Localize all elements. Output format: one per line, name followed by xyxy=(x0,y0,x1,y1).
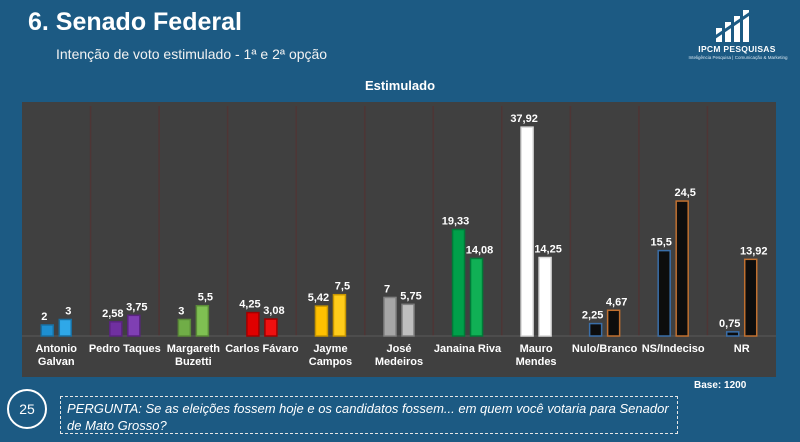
category-label: Janaina Riva xyxy=(434,343,502,355)
data-label: 3 xyxy=(178,305,184,317)
bar xyxy=(264,318,278,337)
bar xyxy=(332,293,347,337)
bar xyxy=(383,296,397,337)
page-title: 6. Senado Federal xyxy=(28,8,242,36)
category-label: Jayme xyxy=(313,343,347,355)
category-label: Buzetti xyxy=(175,356,212,368)
bar xyxy=(606,309,621,337)
data-label: 14,25 xyxy=(534,244,562,256)
data-label: 13,92 xyxy=(740,245,768,257)
data-label: 7,5 xyxy=(335,281,350,293)
bar xyxy=(177,318,192,337)
chart-title: Estimulado xyxy=(364,78,436,93)
data-label: 37,92 xyxy=(510,113,538,125)
data-label: 5,42 xyxy=(308,292,329,304)
data-label: 2,58 xyxy=(102,308,123,320)
data-label: 5,75 xyxy=(400,290,421,302)
sample-base: Base: 1200 xyxy=(694,380,747,391)
bar xyxy=(109,321,123,337)
data-label: 3,08 xyxy=(263,305,284,317)
data-label: 19,33 xyxy=(442,216,470,228)
data-label: 2,25 xyxy=(582,310,603,322)
bar xyxy=(743,258,758,337)
question-box: PERGUNTA: Se as eleições fossem hoje e o… xyxy=(60,396,678,434)
bar xyxy=(725,331,740,337)
data-label: 3 xyxy=(65,305,71,317)
data-label: 4,67 xyxy=(606,296,627,308)
category-label: Medeiros xyxy=(375,356,423,368)
data-label: 7 xyxy=(384,283,390,295)
data-label: 15,5 xyxy=(650,237,671,249)
category-label: Antonio xyxy=(35,343,77,355)
bar xyxy=(314,305,329,337)
bar xyxy=(675,200,689,337)
page-subtitle: Intenção de voto estimulado - 1ª e 2ª op… xyxy=(56,46,328,62)
bar xyxy=(401,303,415,337)
category-label: NS/Indeciso xyxy=(642,343,705,355)
category-label: Margareth xyxy=(167,343,220,355)
bar xyxy=(40,324,55,337)
category-label: Campos xyxy=(309,356,352,368)
data-label: 2 xyxy=(41,311,47,323)
category-label: Galvan xyxy=(38,356,75,368)
category-label: Mauro xyxy=(520,343,553,355)
data-label: 14,08 xyxy=(466,244,494,256)
category-label: Pedro Taques xyxy=(89,343,161,355)
category-label: Carlos Fávaro xyxy=(225,343,299,355)
data-label: 24,5 xyxy=(674,187,695,199)
bar xyxy=(538,256,552,337)
data-label: 5,5 xyxy=(198,292,213,304)
category-label: NR xyxy=(734,343,750,355)
ipcm-logo-icon xyxy=(707,6,759,44)
bar xyxy=(469,257,484,337)
bar xyxy=(58,318,73,337)
data-label: 4,25 xyxy=(239,299,260,311)
page-number: 25 xyxy=(7,389,47,429)
bar xyxy=(657,249,671,337)
bar xyxy=(588,322,603,337)
category-label: José xyxy=(386,343,411,355)
category-label: Mendes xyxy=(516,356,557,368)
bar xyxy=(246,311,260,337)
data-label: 0,75 xyxy=(719,318,740,330)
logo-text: IPCM PESQUISAS xyxy=(698,44,776,54)
bar xyxy=(520,126,534,337)
bar xyxy=(451,228,466,337)
bar xyxy=(127,314,141,337)
logo-tagline: Inteligência Pesquisa | Comunicação & Ma… xyxy=(688,55,788,60)
category-label: Nulo/Branco xyxy=(572,343,638,355)
bar xyxy=(195,304,210,337)
data-label: 3,75 xyxy=(126,301,147,313)
chart-panel: 2 3 Antonio Galvan 2,58 3,75 Pedro Taques 3 5,5 M… xyxy=(22,102,776,377)
